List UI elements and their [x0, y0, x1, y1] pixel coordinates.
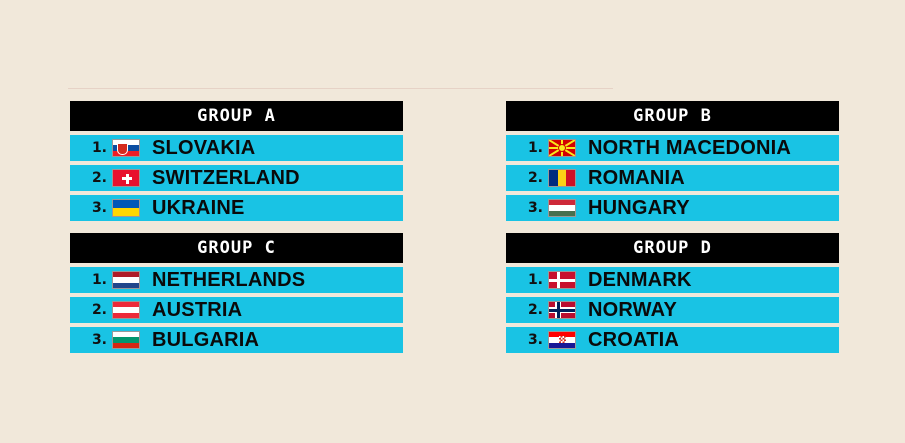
rank: 2. — [91, 170, 107, 186]
team-name: NETHERLANDS — [152, 268, 306, 291]
team-name: CROATIA — [588, 328, 680, 351]
table-row: 3. CROATIA — [506, 327, 839, 353]
group-a-table: GROUP A 1. SLOVAKIA 2. SWITZERLAND 3. UK… — [70, 101, 403, 221]
hungary-flag-icon — [548, 199, 576, 217]
rank: 1. — [91, 272, 107, 288]
netherlands-flag-icon — [112, 271, 140, 289]
team-name: BULGARIA — [152, 328, 260, 351]
bulgaria-flag-icon — [112, 331, 140, 349]
rank: 3. — [91, 332, 107, 348]
romania-flag-icon — [548, 169, 576, 187]
team-name: SLOVAKIA — [152, 136, 256, 159]
group-d-table: GROUP D 1. DENMARK 2. NORWAY 3. CROATIA — [506, 233, 839, 353]
switzerland-flag-icon — [112, 169, 140, 187]
rank: 1. — [91, 140, 107, 156]
croatia-flag-icon — [548, 331, 576, 349]
table-row: 1. DENMARK — [506, 267, 839, 293]
group-b-table: GROUP B 1. NORTH MACEDONIA 2. ROMANIA 3. — [506, 101, 839, 221]
austria-flag-icon — [112, 301, 140, 319]
table-row: 1. SLOVAKIA — [70, 135, 403, 161]
group-d-title: GROUP D — [506, 233, 839, 263]
table-row: 2. ROMANIA — [506, 165, 839, 191]
divider-line — [68, 88, 613, 89]
table-row: 2. AUSTRIA — [70, 297, 403, 323]
denmark-flag-icon — [548, 271, 576, 289]
group-a-title: GROUP A — [70, 101, 403, 131]
rank: 2. — [527, 302, 543, 318]
rank: 3. — [527, 332, 543, 348]
rank: 1. — [527, 140, 543, 156]
team-name: HUNGARY — [588, 196, 690, 219]
group-c-title: GROUP C — [70, 233, 403, 263]
team-name: NORWAY — [588, 298, 678, 321]
group-c-table: GROUP C 1. NETHERLANDS 2. AUSTRIA 3. BUL… — [70, 233, 403, 353]
rank: 2. — [527, 170, 543, 186]
team-name: AUSTRIA — [152, 298, 243, 321]
north-macedonia-flag-icon — [548, 139, 576, 157]
group-b-title: GROUP B — [506, 101, 839, 131]
table-row: 3. BULGARIA — [70, 327, 403, 353]
table-row: 3. UKRAINE — [70, 195, 403, 221]
rank: 3. — [91, 200, 107, 216]
rank: 3. — [527, 200, 543, 216]
table-row: 1. NORTH MACEDONIA — [506, 135, 839, 161]
rank: 2. — [91, 302, 107, 318]
team-name: NORTH MACEDONIA — [588, 136, 791, 159]
table-row: 2. SWITZERLAND — [70, 165, 403, 191]
team-name: UKRAINE — [152, 196, 245, 219]
ukraine-flag-icon — [112, 199, 140, 217]
team-name: ROMANIA — [588, 166, 685, 189]
norway-flag-icon — [548, 301, 576, 319]
team-name: DENMARK — [588, 268, 692, 291]
table-row: 1. NETHERLANDS — [70, 267, 403, 293]
table-row: 2. NORWAY — [506, 297, 839, 323]
slovakia-flag-icon — [112, 139, 140, 157]
team-name: SWITZERLAND — [152, 166, 300, 189]
table-row: 3. HUNGARY — [506, 195, 839, 221]
rank: 1. — [527, 272, 543, 288]
